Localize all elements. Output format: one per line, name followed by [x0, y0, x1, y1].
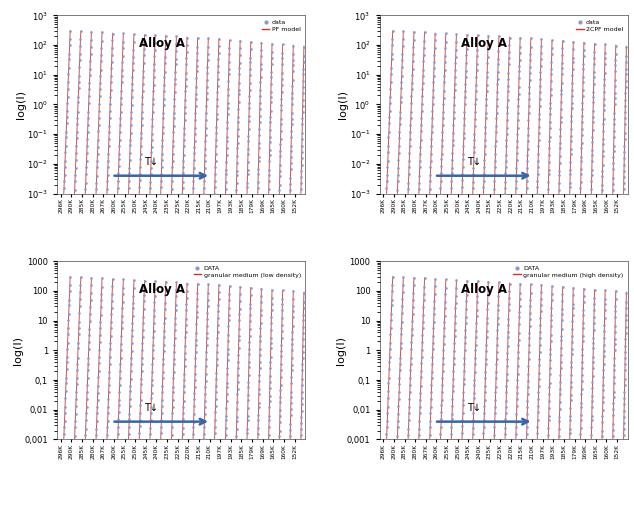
Text: Alloy A: Alloy A: [139, 283, 185, 296]
Text: T↓: T↓: [467, 157, 481, 167]
Text: T↓: T↓: [145, 403, 158, 413]
Text: T↓: T↓: [467, 403, 481, 413]
Legend: data, 2CPF model: data, 2CPF model: [575, 18, 624, 33]
Legend: DATA, granular medium (high density): DATA, granular medium (high density): [512, 264, 624, 279]
Text: Alloy A: Alloy A: [462, 37, 507, 50]
Legend: data, PF model: data, PF model: [261, 18, 302, 33]
Y-axis label: log(I): log(I): [13, 336, 23, 365]
Legend: DATA, granular medium (low density): DATA, granular medium (low density): [192, 264, 302, 279]
Y-axis label: log(I): log(I): [335, 336, 346, 365]
Text: T↓: T↓: [145, 157, 158, 167]
Y-axis label: log(I): log(I): [338, 90, 348, 119]
Text: Alloy A: Alloy A: [462, 283, 507, 296]
Text: Alloy A: Alloy A: [139, 37, 185, 50]
Y-axis label: log(I): log(I): [16, 90, 25, 119]
